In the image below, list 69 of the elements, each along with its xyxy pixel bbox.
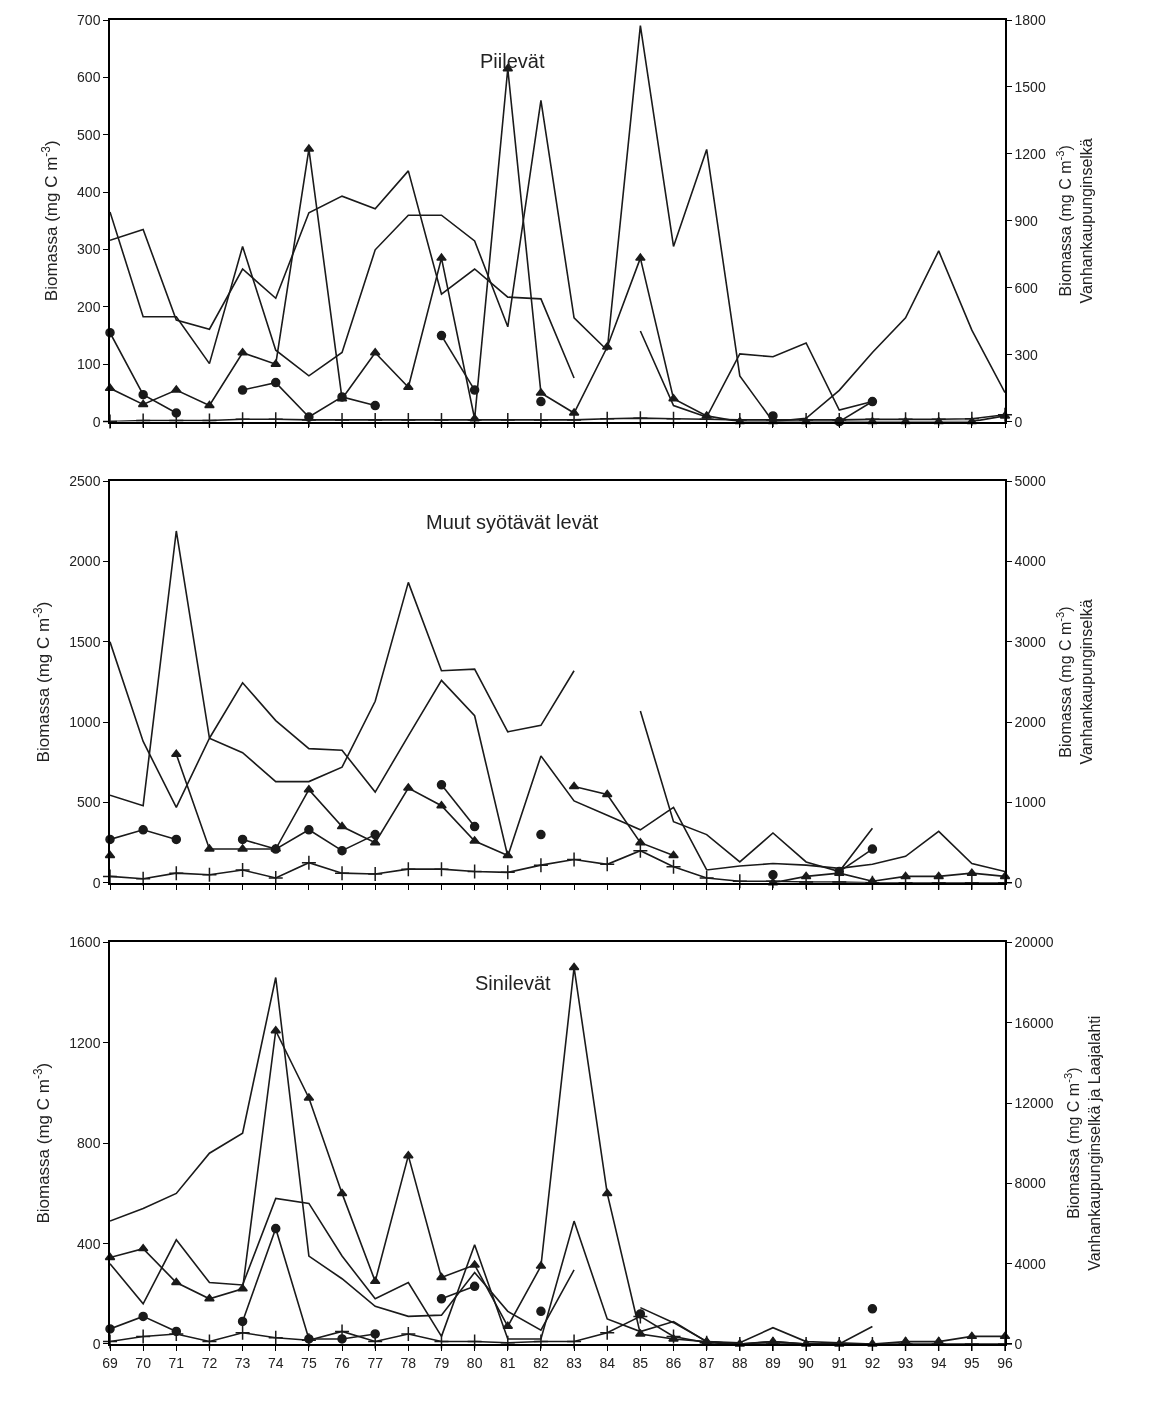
y2-tick-label: 4000 xyxy=(1014,1255,1046,1272)
y-tick-label: 1600 xyxy=(69,934,101,951)
x-tick-label: 88 xyxy=(732,1354,748,1371)
x-tick-label: 79 xyxy=(433,1354,450,1371)
x-tick-label: 82 xyxy=(533,1354,549,1371)
y-tick-label: 0 xyxy=(92,1335,101,1352)
y-tick-label: 200 xyxy=(77,298,101,315)
y2-tick-label: 0 xyxy=(1014,1335,1023,1352)
y-tick-label: 0 xyxy=(92,874,101,891)
y2-tick-label: 1500 xyxy=(1014,78,1046,95)
x-tick-label: 89 xyxy=(765,1354,781,1371)
y2-tick-label: 20000 xyxy=(1014,934,1054,951)
y2-tick-label: 5000 xyxy=(1014,473,1046,490)
y2-tick-label: 4000 xyxy=(1014,553,1046,570)
x-tick-label: 75 xyxy=(301,1354,317,1371)
text: Piilevät xyxy=(480,50,545,72)
text: Sinilevät xyxy=(475,972,552,994)
y-tick-label: 1000 xyxy=(69,714,101,731)
y-tick-label: 100 xyxy=(77,356,101,373)
y-tick-label: 2000 xyxy=(69,553,101,570)
x-tick-label: 95 xyxy=(964,1354,980,1371)
y-tick-label: 1200 xyxy=(69,1034,101,1051)
x-tick-label: 69 xyxy=(102,1354,118,1371)
x-tick-label: 93 xyxy=(897,1354,914,1371)
x-tick-label: 85 xyxy=(632,1354,649,1371)
y2-tick-label: 900 xyxy=(1014,212,1039,229)
y-tick-label: 800 xyxy=(77,1135,101,1152)
y2-tick-label: 16000 xyxy=(1014,1014,1054,1031)
x-tick-label: 74 xyxy=(267,1354,284,1371)
y2-tick-label: 3000 xyxy=(1014,633,1046,650)
y2-tick-label: 2000 xyxy=(1014,714,1046,731)
x-tick-label: 83 xyxy=(566,1354,583,1371)
x-tick-label: 94 xyxy=(930,1354,947,1371)
x-tick-label: 86 xyxy=(665,1354,682,1371)
y2-tick-label: 300 xyxy=(1014,346,1039,363)
x-tick-label: 84 xyxy=(599,1354,616,1371)
y-tick-label: 400 xyxy=(77,1235,101,1252)
y2-tick-label: 1200 xyxy=(1014,145,1046,162)
x-tick-label: 92 xyxy=(864,1354,881,1371)
x-tick-label: 71 xyxy=(168,1354,185,1371)
text: Muut syötävät levät xyxy=(426,511,599,533)
y-tick-label: 400 xyxy=(77,184,101,201)
x-tick-label: 76 xyxy=(334,1354,351,1371)
x-tick-label: 81 xyxy=(499,1354,516,1371)
x-tick-label: 87 xyxy=(698,1354,715,1371)
y-tick-label: 1500 xyxy=(69,633,101,650)
y-tick-label: 600 xyxy=(77,69,101,86)
y-tick-label: 300 xyxy=(77,241,101,258)
y-tick-label: 0 xyxy=(92,413,101,430)
y2-tick-label: 1000 xyxy=(1014,794,1046,811)
x-tick-label: 80 xyxy=(466,1354,483,1371)
x-tick-label: 77 xyxy=(367,1354,384,1371)
y-tick-label: 500 xyxy=(77,126,101,143)
x-tick-label: 72 xyxy=(201,1354,218,1371)
y2-tick-label: 1800 xyxy=(1014,11,1046,28)
y2-tick-label: 12000 xyxy=(1014,1094,1054,1111)
y2-tick-label: 0 xyxy=(1014,874,1023,891)
x-tick-label: 70 xyxy=(135,1354,152,1371)
x-tick-label: 91 xyxy=(831,1354,848,1371)
x-tick-label: 73 xyxy=(234,1354,251,1371)
y2-tick-label: 600 xyxy=(1014,279,1039,296)
y2-tick-label: 0 xyxy=(1014,413,1023,430)
x-tick-label: 78 xyxy=(400,1354,417,1371)
x-tick-label: 96 xyxy=(997,1354,1013,1371)
y-tick-label: 2500 xyxy=(69,473,101,490)
y2-tick-label: 8000 xyxy=(1014,1175,1046,1192)
x-tick-label: 90 xyxy=(798,1354,815,1371)
y-tick-label: 700 xyxy=(77,11,101,28)
y-tick-label: 500 xyxy=(77,794,101,811)
